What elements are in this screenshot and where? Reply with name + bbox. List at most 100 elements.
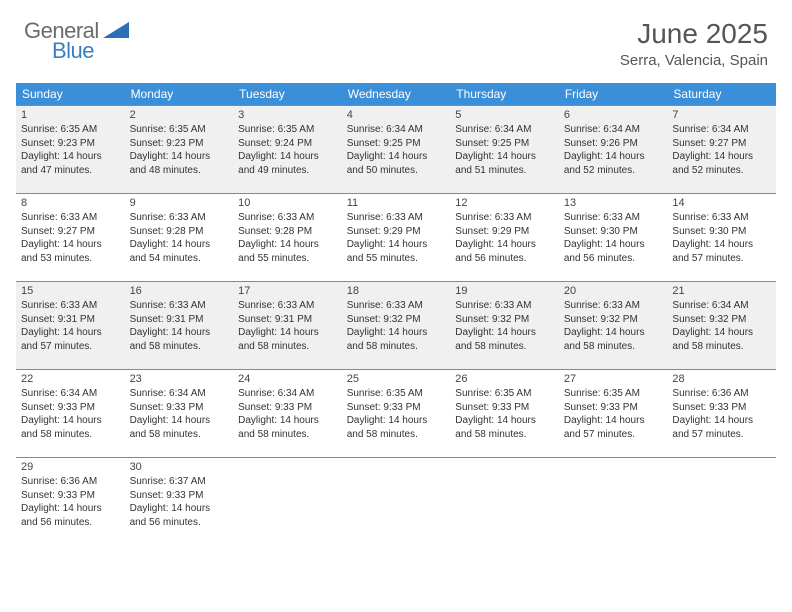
calendar-cell-empty xyxy=(233,457,342,545)
sunrise-text: Sunrise: 6:33 AM xyxy=(130,211,229,225)
calendar-cell: 18Sunrise: 6:33 AMSunset: 9:32 PMDayligh… xyxy=(342,281,451,369)
sunset-text: Sunset: 9:23 PM xyxy=(21,137,120,151)
daylight-text: Daylight: 14 hours xyxy=(130,502,229,516)
daylight-text: and 58 minutes. xyxy=(238,428,337,442)
day-number: 28 xyxy=(672,373,771,385)
day-number: 8 xyxy=(21,197,120,209)
daylight-text: Daylight: 14 hours xyxy=(130,150,229,164)
sunset-text: Sunset: 9:25 PM xyxy=(347,137,446,151)
sunrise-text: Sunrise: 6:35 AM xyxy=(564,387,663,401)
sunset-text: Sunset: 9:33 PM xyxy=(21,489,120,503)
sunrise-text: Sunrise: 6:33 AM xyxy=(238,211,337,225)
sunset-text: Sunset: 9:29 PM xyxy=(347,225,446,239)
daylight-text: and 51 minutes. xyxy=(455,164,554,178)
calendar-cell: 9Sunrise: 6:33 AMSunset: 9:28 PMDaylight… xyxy=(125,193,234,281)
daylight-text: Daylight: 14 hours xyxy=(21,502,120,516)
calendar-cell: 15Sunrise: 6:33 AMSunset: 9:31 PMDayligh… xyxy=(16,281,125,369)
calendar-cell-empty xyxy=(342,457,451,545)
sunset-text: Sunset: 9:31 PM xyxy=(21,313,120,327)
sunset-text: Sunset: 9:24 PM xyxy=(238,137,337,151)
daylight-text: and 52 minutes. xyxy=(672,164,771,178)
sunrise-text: Sunrise: 6:34 AM xyxy=(564,123,663,137)
daylight-text: Daylight: 14 hours xyxy=(21,150,120,164)
daylight-text: Daylight: 14 hours xyxy=(238,150,337,164)
day-number: 4 xyxy=(347,109,446,121)
daylight-text: and 58 minutes. xyxy=(455,340,554,354)
sunrise-text: Sunrise: 6:33 AM xyxy=(564,299,663,313)
sunset-text: Sunset: 9:33 PM xyxy=(130,489,229,503)
day-number: 19 xyxy=(455,285,554,297)
day-number: 7 xyxy=(672,109,771,121)
daylight-text: and 58 minutes. xyxy=(130,340,229,354)
calendar-cell: 12Sunrise: 6:33 AMSunset: 9:29 PMDayligh… xyxy=(450,193,559,281)
title-block: June 2025 Serra, Valencia, Spain xyxy=(620,18,768,69)
day-header: Tuesday xyxy=(233,83,342,105)
day-number: 25 xyxy=(347,373,446,385)
day-number: 5 xyxy=(455,109,554,121)
sunrise-text: Sunrise: 6:34 AM xyxy=(21,387,120,401)
sunset-text: Sunset: 9:26 PM xyxy=(564,137,663,151)
calendar-cell: 19Sunrise: 6:33 AMSunset: 9:32 PMDayligh… xyxy=(450,281,559,369)
day-header: Thursday xyxy=(450,83,559,105)
sunset-text: Sunset: 9:32 PM xyxy=(347,313,446,327)
daylight-text: and 55 minutes. xyxy=(347,252,446,266)
daylight-text: Daylight: 14 hours xyxy=(455,238,554,252)
day-number: 2 xyxy=(130,109,229,121)
calendar-cell: 20Sunrise: 6:33 AMSunset: 9:32 PMDayligh… xyxy=(559,281,668,369)
calendar-cell: 2Sunrise: 6:35 AMSunset: 9:23 PMDaylight… xyxy=(125,105,234,193)
daylight-text: and 48 minutes. xyxy=(130,164,229,178)
daylight-text: Daylight: 14 hours xyxy=(21,414,120,428)
day-number: 20 xyxy=(564,285,663,297)
daylight-text: Daylight: 14 hours xyxy=(21,326,120,340)
calendar-cell: 25Sunrise: 6:35 AMSunset: 9:33 PMDayligh… xyxy=(342,369,451,457)
calendar-cell: 29Sunrise: 6:36 AMSunset: 9:33 PMDayligh… xyxy=(16,457,125,545)
daylight-text: and 57 minutes. xyxy=(564,428,663,442)
sunrise-text: Sunrise: 6:35 AM xyxy=(455,387,554,401)
calendar-cell: 14Sunrise: 6:33 AMSunset: 9:30 PMDayligh… xyxy=(667,193,776,281)
daylight-text: and 56 minutes. xyxy=(564,252,663,266)
daylight-text: and 58 minutes. xyxy=(238,340,337,354)
sunrise-text: Sunrise: 6:36 AM xyxy=(672,387,771,401)
day-header: Friday xyxy=(559,83,668,105)
calendar-cell: 11Sunrise: 6:33 AMSunset: 9:29 PMDayligh… xyxy=(342,193,451,281)
calendar-cell-empty xyxy=(667,457,776,545)
calendar-cell: 6Sunrise: 6:34 AMSunset: 9:26 PMDaylight… xyxy=(559,105,668,193)
header: General Blue June 2025 Serra, Valencia, … xyxy=(0,0,792,77)
sunset-text: Sunset: 9:30 PM xyxy=(672,225,771,239)
calendar-cell: 21Sunrise: 6:34 AMSunset: 9:32 PMDayligh… xyxy=(667,281,776,369)
sunrise-text: Sunrise: 6:33 AM xyxy=(130,299,229,313)
sunrise-text: Sunrise: 6:33 AM xyxy=(347,211,446,225)
day-number: 9 xyxy=(130,197,229,209)
calendar-cell: 4Sunrise: 6:34 AMSunset: 9:25 PMDaylight… xyxy=(342,105,451,193)
daylight-text: and 49 minutes. xyxy=(238,164,337,178)
calendar-cell: 27Sunrise: 6:35 AMSunset: 9:33 PMDayligh… xyxy=(559,369,668,457)
day-number: 6 xyxy=(564,109,663,121)
day-number: 18 xyxy=(347,285,446,297)
daylight-text: Daylight: 14 hours xyxy=(564,414,663,428)
sunrise-text: Sunrise: 6:33 AM xyxy=(347,299,446,313)
calendar-cell: 26Sunrise: 6:35 AMSunset: 9:33 PMDayligh… xyxy=(450,369,559,457)
sunset-text: Sunset: 9:28 PM xyxy=(130,225,229,239)
sunrise-text: Sunrise: 6:33 AM xyxy=(455,299,554,313)
daylight-text: and 58 minutes. xyxy=(455,428,554,442)
daylight-text: and 56 minutes. xyxy=(130,516,229,530)
calendar-cell-empty xyxy=(559,457,668,545)
calendar-grid: SundayMondayTuesdayWednesdayThursdayFrid… xyxy=(16,83,776,545)
day-number: 21 xyxy=(672,285,771,297)
calendar-cell: 7Sunrise: 6:34 AMSunset: 9:27 PMDaylight… xyxy=(667,105,776,193)
daylight-text: Daylight: 14 hours xyxy=(455,150,554,164)
sunrise-text: Sunrise: 6:33 AM xyxy=(672,211,771,225)
sunrise-text: Sunrise: 6:34 AM xyxy=(238,387,337,401)
calendar-cell: 24Sunrise: 6:34 AMSunset: 9:33 PMDayligh… xyxy=(233,369,342,457)
location-label: Serra, Valencia, Spain xyxy=(620,52,768,69)
sunrise-text: Sunrise: 6:35 AM xyxy=(347,387,446,401)
daylight-text: and 58 minutes. xyxy=(347,428,446,442)
sunset-text: Sunset: 9:33 PM xyxy=(564,401,663,415)
calendar-cell: 22Sunrise: 6:34 AMSunset: 9:33 PMDayligh… xyxy=(16,369,125,457)
sunset-text: Sunset: 9:27 PM xyxy=(672,137,771,151)
daylight-text: Daylight: 14 hours xyxy=(130,326,229,340)
sunrise-text: Sunrise: 6:35 AM xyxy=(21,123,120,137)
daylight-text: Daylight: 14 hours xyxy=(238,326,337,340)
daylight-text: and 54 minutes. xyxy=(130,252,229,266)
day-number: 26 xyxy=(455,373,554,385)
